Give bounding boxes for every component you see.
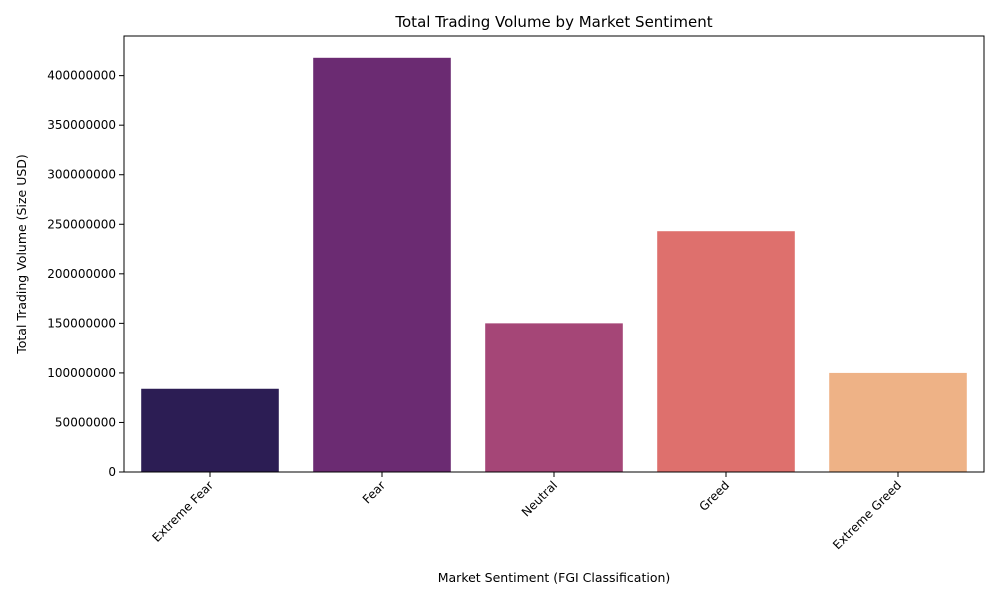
bar-2 xyxy=(485,323,623,472)
x-axis-label: Market Sentiment (FGI Classification) xyxy=(438,570,671,585)
x-tick-label-3: Greed xyxy=(697,478,733,514)
bar-3 xyxy=(657,231,795,472)
x-axis-ticks: Extreme Fear Fear Neutral Greed Extreme Gree… xyxy=(149,472,904,552)
plot-frame xyxy=(123,35,985,473)
chart-title: Total Trading Volume by Market Sentiment xyxy=(394,13,712,31)
bars-group xyxy=(141,57,967,473)
y-tick-label-4: 200000000 xyxy=(47,267,116,281)
y-tick-label-7: 350000000 xyxy=(47,118,116,132)
x-tick-label-2: Neutral xyxy=(519,478,560,519)
y-tick-label-5: 250000000 xyxy=(47,217,116,231)
y-axis-ticks: 0 50000000 100000000 150000000 200000000 2500… xyxy=(47,69,124,479)
bar-0 xyxy=(141,388,279,472)
bar-4 xyxy=(829,372,967,472)
x-tick-label-1: Fear xyxy=(360,478,388,506)
y-tick-label-8: 400000000 xyxy=(47,69,116,83)
x-tick-label-4: Extreme Greed xyxy=(830,478,904,552)
y-tick-label-2: 100000000 xyxy=(47,366,116,380)
y-tick-label-1: 50000000 xyxy=(55,415,116,429)
bar-1 xyxy=(313,57,451,473)
y-tick-label-3: 150000000 xyxy=(47,316,116,330)
y-tick-label-6: 300000000 xyxy=(47,168,116,182)
y-tick-label-0: 0 xyxy=(108,465,116,479)
x-tick-label-0: Extreme Fear xyxy=(149,478,216,545)
y-axis-label: Total Trading Volume (Size USD) xyxy=(14,154,29,355)
